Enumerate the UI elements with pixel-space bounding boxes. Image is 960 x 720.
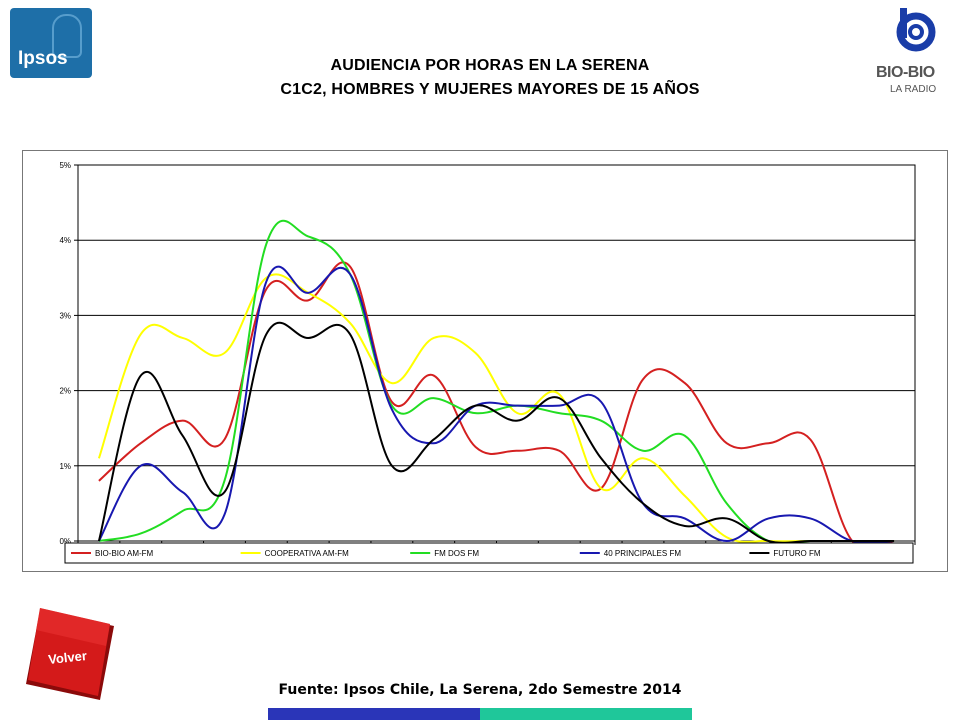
series-line-4 <box>98 265 895 544</box>
legend-box <box>64 542 914 564</box>
footer-bar-teal <box>480 708 692 720</box>
volver-label: Volver <box>47 648 87 667</box>
legend-label: FUTURO FM <box>773 549 820 558</box>
ipsos-logo-text: Ipsos <box>18 48 68 69</box>
y-tick-label: 0% <box>59 537 71 546</box>
legend-label: BIO-BIO AM-FM <box>95 549 154 558</box>
series-line-5 <box>97 321 895 544</box>
biobio-radio-icon <box>896 8 936 52</box>
series-line-2 <box>97 273 895 543</box>
y-tick-label: 4% <box>59 236 71 245</box>
chart-title-line2: C1C2, HOMBRES Y MUJERES MAYORES DE 15 AÑ… <box>280 81 700 98</box>
biobio-logo-name: BIO-BIO <box>876 64 935 81</box>
footer-bar-blue <box>268 708 480 720</box>
legend-label: FM DOS FM <box>434 549 479 558</box>
source-note: Fuente: Ipsos Chile, La Serena, 2do Seme… <box>278 682 682 698</box>
y-tick-label: 2% <box>59 387 71 396</box>
plot-area <box>77 164 916 542</box>
ipsos-head-icon <box>52 14 82 58</box>
volver-button[interactable]: Volver <box>26 604 114 700</box>
legend-label: COOPERATIVA AM-FM <box>265 549 349 558</box>
ipsos-logo: Ipsos <box>10 8 92 78</box>
y-tick-label: 3% <box>59 311 71 320</box>
biobio-logo: BIO-BIO LA RADIO <box>872 4 956 104</box>
chart-title-line1: AUDIENCIA POR HORAS EN LA SERENA <box>330 57 650 74</box>
series-line-1 <box>98 261 895 551</box>
y-tick-label: 5% <box>59 161 71 170</box>
biobio-logo-sub: LA RADIO <box>890 84 937 95</box>
y-tick-label: 1% <box>59 462 71 471</box>
line-chart: 0%1%2%3%4%5%06-0707-0808-0909-1010-1111-… <box>59 161 916 564</box>
chart-frame: 0%1%2%3%4%5%06-0707-0808-0909-1010-1111-… <box>22 150 948 572</box>
legend-label: 40 PRINCIPALES FM <box>604 549 682 558</box>
